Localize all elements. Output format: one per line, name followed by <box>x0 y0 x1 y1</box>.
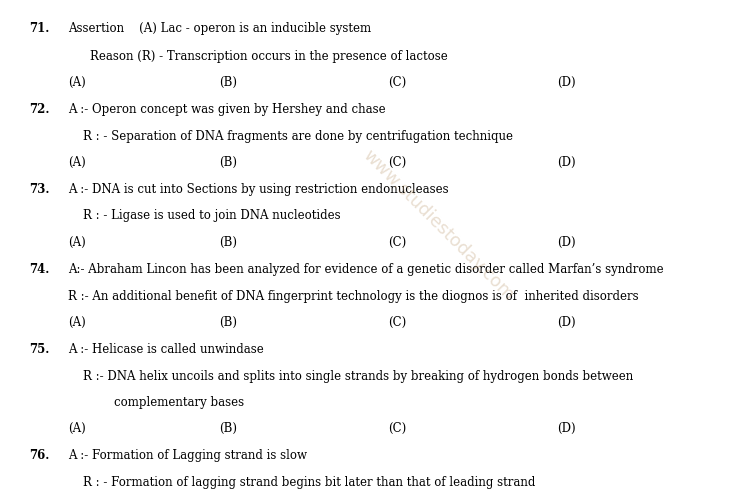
Text: (B): (B) <box>219 422 237 435</box>
Text: A :- DNA is cut into Sections by using restriction endonucleases: A :- DNA is cut into Sections by using r… <box>68 183 449 196</box>
Text: 76.: 76. <box>29 449 49 462</box>
Text: Assertion    (A) Lac - operon is an inducible system: Assertion (A) Lac - operon is an inducib… <box>68 22 372 35</box>
Text: R :- DNA helix uncoils and splits into single strands by breaking of hydrogen bo: R :- DNA helix uncoils and splits into s… <box>83 370 633 383</box>
Text: A :- Helicase is called unwindase: A :- Helicase is called unwindase <box>68 343 264 356</box>
Text: R : - Ligase is used to join DNA nucleotides: R : - Ligase is used to join DNA nucleot… <box>83 210 340 223</box>
Text: A :- Operon concept was given by Hershey and chase: A :- Operon concept was given by Hershey… <box>68 103 386 116</box>
Text: (A): (A) <box>68 422 86 435</box>
Text: 73.: 73. <box>29 183 49 196</box>
Text: (C): (C) <box>388 156 406 169</box>
Text: 72.: 72. <box>29 103 49 116</box>
Text: (A): (A) <box>68 76 86 89</box>
Text: (C): (C) <box>388 76 406 89</box>
Text: (B): (B) <box>219 76 237 89</box>
Text: (D): (D) <box>557 236 575 249</box>
Text: A :- Formation of Lagging strand is slow: A :- Formation of Lagging strand is slow <box>68 449 307 462</box>
Text: (C): (C) <box>388 422 406 435</box>
Text: (A): (A) <box>68 316 86 329</box>
Text: (D): (D) <box>557 156 575 169</box>
Text: (C): (C) <box>388 316 406 329</box>
Text: (D): (D) <box>557 422 575 435</box>
Text: (D): (D) <box>557 76 575 89</box>
Text: R : - Separation of DNA fragments are done by centrifugation technique: R : - Separation of DNA fragments are do… <box>83 130 513 143</box>
Text: (D): (D) <box>557 316 575 329</box>
Text: (A): (A) <box>68 156 86 169</box>
Text: complementary bases: complementary bases <box>114 396 244 409</box>
Text: A:- Abraham Lincon has been analyzed for evidence of a genetic disorder called M: A:- Abraham Lincon has been analyzed for… <box>68 262 664 276</box>
Text: (B): (B) <box>219 156 237 169</box>
Text: R :- An additional benefit of DNA fingerprint technology is the diognos is of  i: R :- An additional benefit of DNA finger… <box>68 289 639 302</box>
Text: R : - Formation of lagging strand begins bit later than that of leading strand: R : - Formation of lagging strand begins… <box>83 476 535 489</box>
Text: (A): (A) <box>68 236 86 249</box>
Text: (B): (B) <box>219 316 237 329</box>
Text: (B): (B) <box>219 236 237 249</box>
Text: Reason (R) - Transcription occurs in the presence of lactose: Reason (R) - Transcription occurs in the… <box>90 50 448 63</box>
Text: 74.: 74. <box>29 262 49 276</box>
Text: 71.: 71. <box>29 22 49 35</box>
Text: 75.: 75. <box>29 343 49 356</box>
Text: (C): (C) <box>388 236 406 249</box>
Text: www.studiestoday.com: www.studiestoday.com <box>359 146 517 304</box>
